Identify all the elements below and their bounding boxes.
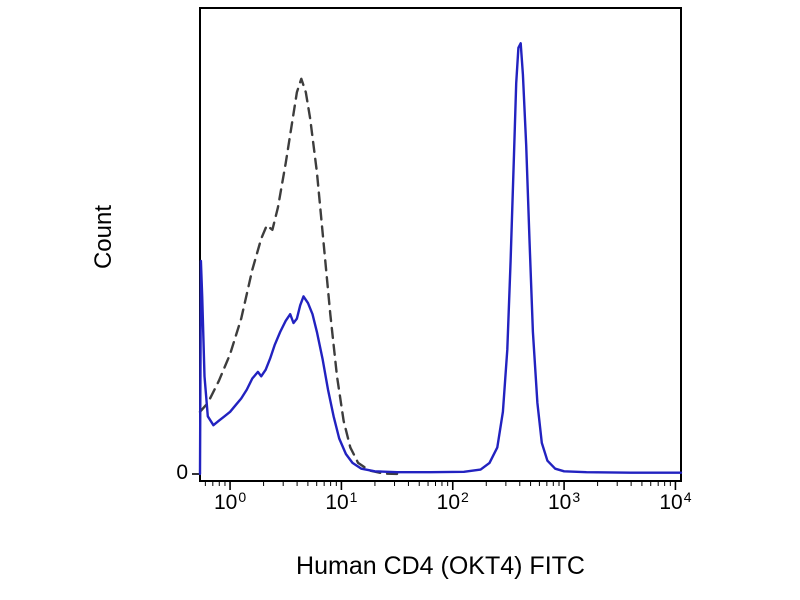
curve-dashed (198, 77, 404, 476)
x-axis-tick-labels: 100 101 102 103 104 (0, 489, 800, 525)
y-axis-label: Count (90, 204, 117, 270)
plot-border (199, 7, 682, 482)
x-axis-title: Human CD4 (OKT4) FITC (296, 552, 585, 580)
curve-solid (198, 42, 683, 476)
x-tick-label: 102 (436, 489, 469, 514)
x-tick-label: 104 (659, 489, 692, 514)
x-tick-label: 103 (548, 489, 581, 514)
x-tick-label: 100 (213, 489, 247, 514)
x-tick-label: 101 (325, 489, 358, 514)
y-axis-zero-tick-label: 0 (176, 461, 188, 484)
